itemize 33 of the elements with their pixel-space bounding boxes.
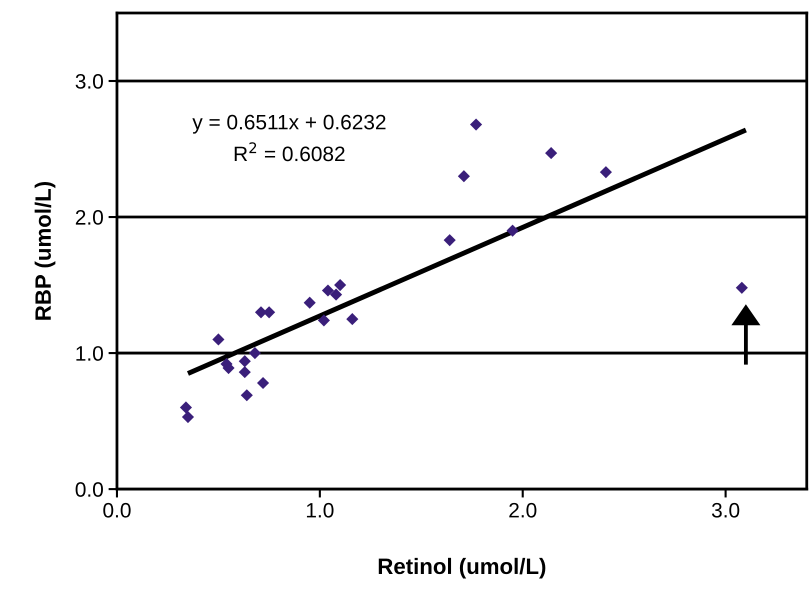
point (470, 118, 482, 131)
x-tick-label: 0.0 (103, 502, 131, 518)
point (304, 296, 316, 309)
point (318, 314, 330, 326)
annotation: y = 0.6511x + 0.6232 (192, 114, 386, 134)
point (600, 166, 612, 178)
y-axis-title: RBP (umol/L) (34, 182, 56, 320)
point (444, 234, 456, 246)
y-tick-label: 2.0 (76, 210, 103, 225)
point (256, 376, 270, 390)
point (506, 224, 519, 237)
x-tick-label: 1.0 (306, 502, 334, 518)
x-tick-label: 3.0 (712, 502, 740, 518)
point (182, 410, 194, 424)
point (736, 282, 748, 294)
point (248, 347, 261, 360)
point (330, 288, 342, 301)
point (458, 170, 470, 182)
point (238, 355, 251, 368)
x-axis-title: Retinol (umol/L) (378, 558, 546, 579)
point (346, 313, 358, 326)
point (240, 389, 253, 402)
point (212, 333, 224, 346)
y-tick-label: 3.0 (76, 74, 103, 89)
x-tick-label: 2.0 (509, 502, 536, 518)
point (545, 147, 558, 160)
point (322, 284, 334, 297)
point (180, 401, 192, 414)
y-tick-label: 1.0 (76, 346, 103, 361)
annotation: R$^{2}$ = 0.6082 (234, 142, 345, 162)
y-tick-label: 0.0 (76, 482, 103, 497)
point (334, 279, 346, 292)
point (238, 366, 251, 378)
